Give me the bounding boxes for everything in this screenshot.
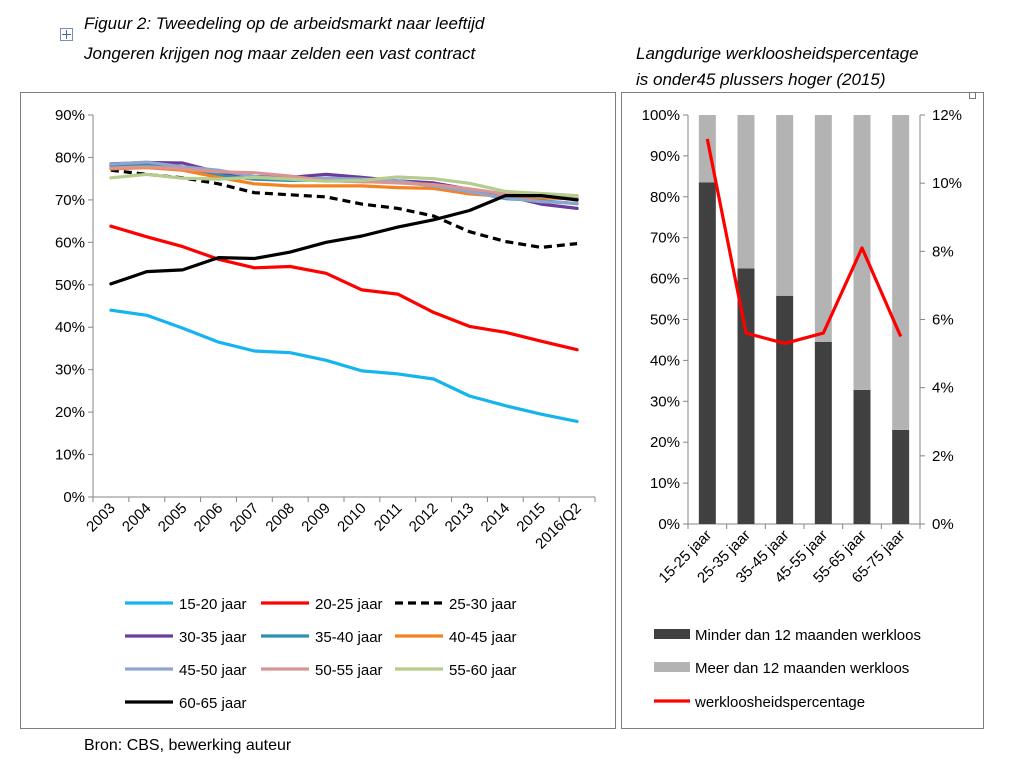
left-y-tick-label: 50%: [650, 312, 680, 329]
y-tick-label: 90%: [55, 107, 85, 124]
legend-swatch: [654, 629, 690, 639]
bar-chart: 0% 10% 20% 30% 40% 50% 60% 70% 80% 90% 100% 0% 2% 4% 6…: [642, 107, 962, 711]
table-anchor-icon[interactable]: [60, 28, 73, 41]
y-tick-label: 80%: [55, 149, 85, 166]
bar-segment-minder: [698, 182, 716, 525]
series-line-60-65-jaar: [109, 193, 579, 286]
legend-label: 30-35 jaar: [179, 629, 247, 646]
y-tick-label: 0%: [63, 489, 85, 506]
x-tick-label: 2012: [406, 500, 442, 536]
x-tick-label: 2010: [334, 500, 370, 536]
legend-label: 25-30 jaar: [449, 596, 517, 613]
x-tick-label: 2007: [227, 500, 263, 536]
left-y-tick-label: 80%: [650, 189, 680, 206]
y-tick-label: 70%: [55, 192, 85, 209]
right-y-tick-label: 12%: [932, 107, 962, 124]
legend-label: 40-45 jaar: [449, 629, 517, 646]
left-y-tick-label: 90%: [650, 148, 680, 165]
right-y-tick-label: 2%: [932, 448, 954, 465]
left-y-tick-label: 0%: [658, 516, 680, 533]
legend-label: 20-25 jaar: [315, 596, 383, 613]
left-y-tick-label: 60%: [650, 271, 680, 288]
bar-segment-minder: [737, 268, 755, 524]
bar-segment-minder: [853, 389, 871, 524]
x-tick-label: 2008: [262, 500, 298, 536]
bar-segment-meer: [892, 115, 910, 430]
bar-segment-minder: [814, 341, 832, 524]
left-y-tick-label: 30%: [650, 393, 680, 410]
right-chart-title: Langdurige werkloosheidspercentage: [636, 44, 919, 63]
legend-label: 50-55 jaar: [315, 662, 383, 679]
line-chart: 0%10%20%30%40%50%60%70%80%90%2003 2004 200…: [55, 107, 596, 712]
right-chart-subtitle: is onder45 plussers hoger (2015): [636, 70, 886, 89]
bar-segment-meer: [776, 115, 794, 296]
right-chart-frame: 0% 10% 20% 30% 40% 50% 60% 70% 80% 90% 100% 0% 2% 4% 6…: [621, 92, 984, 729]
left-y-tick-label: 100%: [642, 107, 680, 124]
bar-segment-meer: [853, 115, 871, 390]
series-line-20-25-jaar: [109, 224, 579, 352]
right-y-tick-label: 4%: [932, 380, 954, 397]
y-tick-label: 60%: [55, 234, 85, 251]
y-tick-label: 40%: [55, 319, 85, 336]
right-y-tick-label: 6%: [932, 312, 954, 329]
legend-label: Minder dan 12 maanden werkloos: [695, 627, 921, 644]
y-tick-label: 20%: [55, 404, 85, 421]
bar-segment-meer: [814, 115, 832, 342]
resize-handle[interactable]: [969, 92, 976, 99]
legend-swatch: [654, 662, 690, 672]
right-y-tick-label: 10%: [932, 175, 962, 192]
legend-label: Meer dan 12 maanden werkloos: [695, 660, 909, 677]
legend-label: 35-40 jaar: [315, 629, 383, 646]
legend-label: 15-20 jaar: [179, 596, 247, 613]
left-y-tick-label: 20%: [650, 434, 680, 451]
figure-subtitle: Jongeren krijgen nog maar zelden een vas…: [84, 44, 476, 63]
x-tick-label: 2014: [478, 500, 514, 536]
x-tick-label: 2004: [119, 500, 155, 536]
figure-title: Figuur 2: Tweedeling op de arbeidsmarkt …: [84, 14, 485, 33]
bar-segment-meer: [737, 115, 755, 269]
legend-label: 60-65 jaar: [179, 695, 247, 712]
x-tick-label: 2013: [442, 500, 478, 536]
series-line-werkloosheidspercentage: [705, 138, 903, 345]
x-tick-label: 2009: [298, 500, 334, 536]
left-y-tick-label: 70%: [650, 230, 680, 247]
y-tick-label: 50%: [55, 277, 85, 294]
series-line-55-60-jaar: [109, 172, 579, 198]
legend-label: 45-50 jaar: [179, 662, 247, 679]
x-tick-label: 2006: [191, 500, 227, 536]
series-line-15-20-jaar: [109, 308, 579, 423]
right-y-tick-label: 8%: [932, 243, 954, 260]
bar-segment-minder: [892, 429, 910, 524]
legend-label: werkloosheidspercentage: [694, 694, 865, 711]
y-tick-label: 10%: [55, 447, 85, 464]
x-tick-label: 2003: [83, 500, 119, 536]
left-y-tick-label: 10%: [650, 475, 680, 492]
bar-segment-minder: [776, 295, 794, 524]
right-y-tick-label: 0%: [932, 516, 954, 533]
left-y-tick-label: 40%: [650, 352, 680, 369]
x-tick-label: 2005: [155, 500, 191, 536]
left-chart-frame: 0% 10% 20% 30% 40% 50% 60% 70% 80% 90% 2003 2004 200…: [20, 92, 616, 729]
y-tick-label: 30%: [55, 362, 85, 379]
source-note: Bron: CBS, bewerking auteur: [84, 737, 292, 754]
x-tick-label: 2011: [371, 500, 406, 535]
legend-label: 55-60 jaar: [449, 662, 517, 679]
